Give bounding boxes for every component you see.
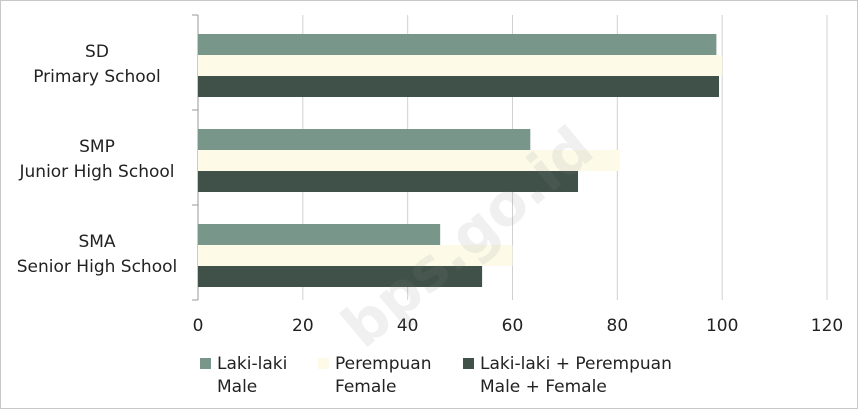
- x-tick-label: 20: [292, 316, 314, 336]
- legend-label: Male + Female: [480, 377, 607, 397]
- legend-swatch: [200, 358, 211, 369]
- legend-label: Perempuan: [335, 354, 432, 374]
- x-tick-label: 120: [811, 316, 843, 336]
- x-tick-label: 60: [502, 316, 524, 336]
- legend-label: Laki-laki: [217, 354, 287, 374]
- bar: [198, 171, 579, 192]
- bar: [198, 129, 531, 150]
- x-tick-label: 100: [706, 316, 738, 336]
- bar: [198, 55, 723, 76]
- y-tick-label: Primary School: [33, 67, 161, 87]
- legend-label: Female: [335, 377, 396, 397]
- bar: [198, 76, 720, 97]
- y-tick-label: SMA: [78, 232, 115, 252]
- legend-label: Laki-laki + Perempuan: [480, 354, 672, 374]
- legend-swatch: [318, 358, 329, 369]
- y-tick-label: SD: [85, 42, 109, 62]
- bar: [198, 150, 620, 171]
- y-tick-label: Senior High School: [17, 257, 177, 277]
- bar: [198, 266, 483, 287]
- bar: [198, 245, 513, 266]
- bar: [198, 34, 717, 55]
- legend-swatch: [463, 358, 474, 369]
- x-tick-label: 40: [397, 316, 419, 336]
- y-tick-label: SMP: [79, 137, 115, 157]
- bar: [198, 224, 441, 245]
- x-tick-label: 80: [607, 316, 629, 336]
- y-tick-label: Junior High School: [19, 162, 175, 182]
- legend-label: Male: [217, 377, 257, 397]
- x-tick-label: 0: [193, 316, 204, 336]
